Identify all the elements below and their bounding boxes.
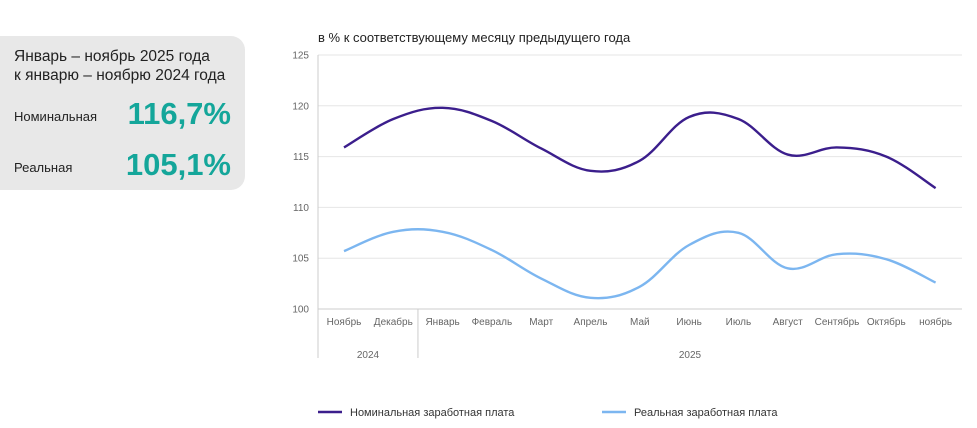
- summary-title-line1: Январь – ноябрь 2025 года: [14, 48, 210, 65]
- x-tick-label: Апрель: [574, 317, 608, 328]
- x-tick-label: Июнь: [676, 317, 701, 328]
- summary-panel: Январь – ноябрь 2025 года к январю – ноя…: [0, 36, 245, 190]
- chart-title: в % к соответствующему месяцу предыдущег…: [318, 30, 631, 45]
- x-tick-label: Февраль: [472, 317, 513, 328]
- x-tick-label: Октябрь: [867, 316, 906, 328]
- real-label: Реальная: [14, 160, 73, 175]
- x-tick-label: Август: [773, 317, 804, 328]
- x-axis: Ноябрь Декабрь Январь Февраль Март Апрель Май И…: [317, 309, 952, 361]
- chart-legend: Номинальная заработная плата Реальная зар…: [318, 407, 778, 419]
- summary-title: Январь – ноябрь 2025 года к январю – ноя…: [14, 47, 225, 85]
- x-tick-label: Июль: [726, 317, 752, 328]
- x-tick-label: Ноябрь: [327, 316, 362, 328]
- summary-title-line2: к январю – ноябрю 2024 года: [14, 67, 226, 84]
- x-tick-label: Сентябрь: [815, 316, 860, 328]
- legend-label: Реальная заработная плата: [634, 407, 778, 419]
- series-line-2: [343, 228, 937, 300]
- real-value: 105,1%: [125, 147, 231, 182]
- year-label: 2024: [357, 350, 380, 361]
- y-axis: 100 105 110 115 120 125: [292, 51, 309, 316]
- y-tick-label: 125: [292, 51, 309, 62]
- legend-label: Номинальная заработная плата: [350, 407, 515, 419]
- y-tick-label: 120: [292, 101, 309, 112]
- x-tick-label: Май: [630, 317, 650, 328]
- nominal-label: Номинальная: [14, 109, 98, 124]
- nominal-value: 116,7%: [127, 96, 231, 131]
- y-tick-label: 110: [293, 203, 309, 214]
- year-label: 2025: [679, 350, 702, 361]
- chart-grid: [317, 54, 962, 310]
- chart-series: [343, 106, 937, 300]
- x-tick-label: Январь: [425, 317, 459, 328]
- y-tick-label: 100: [292, 305, 309, 316]
- x-tick-label: Декабрь: [374, 316, 413, 328]
- series-line-1: [343, 106, 937, 190]
- y-tick-label: 115: [293, 152, 309, 163]
- x-tick-label: ноябрь: [919, 316, 952, 328]
- y-tick-label: 105: [292, 254, 309, 265]
- x-tick-label: Март: [529, 317, 553, 328]
